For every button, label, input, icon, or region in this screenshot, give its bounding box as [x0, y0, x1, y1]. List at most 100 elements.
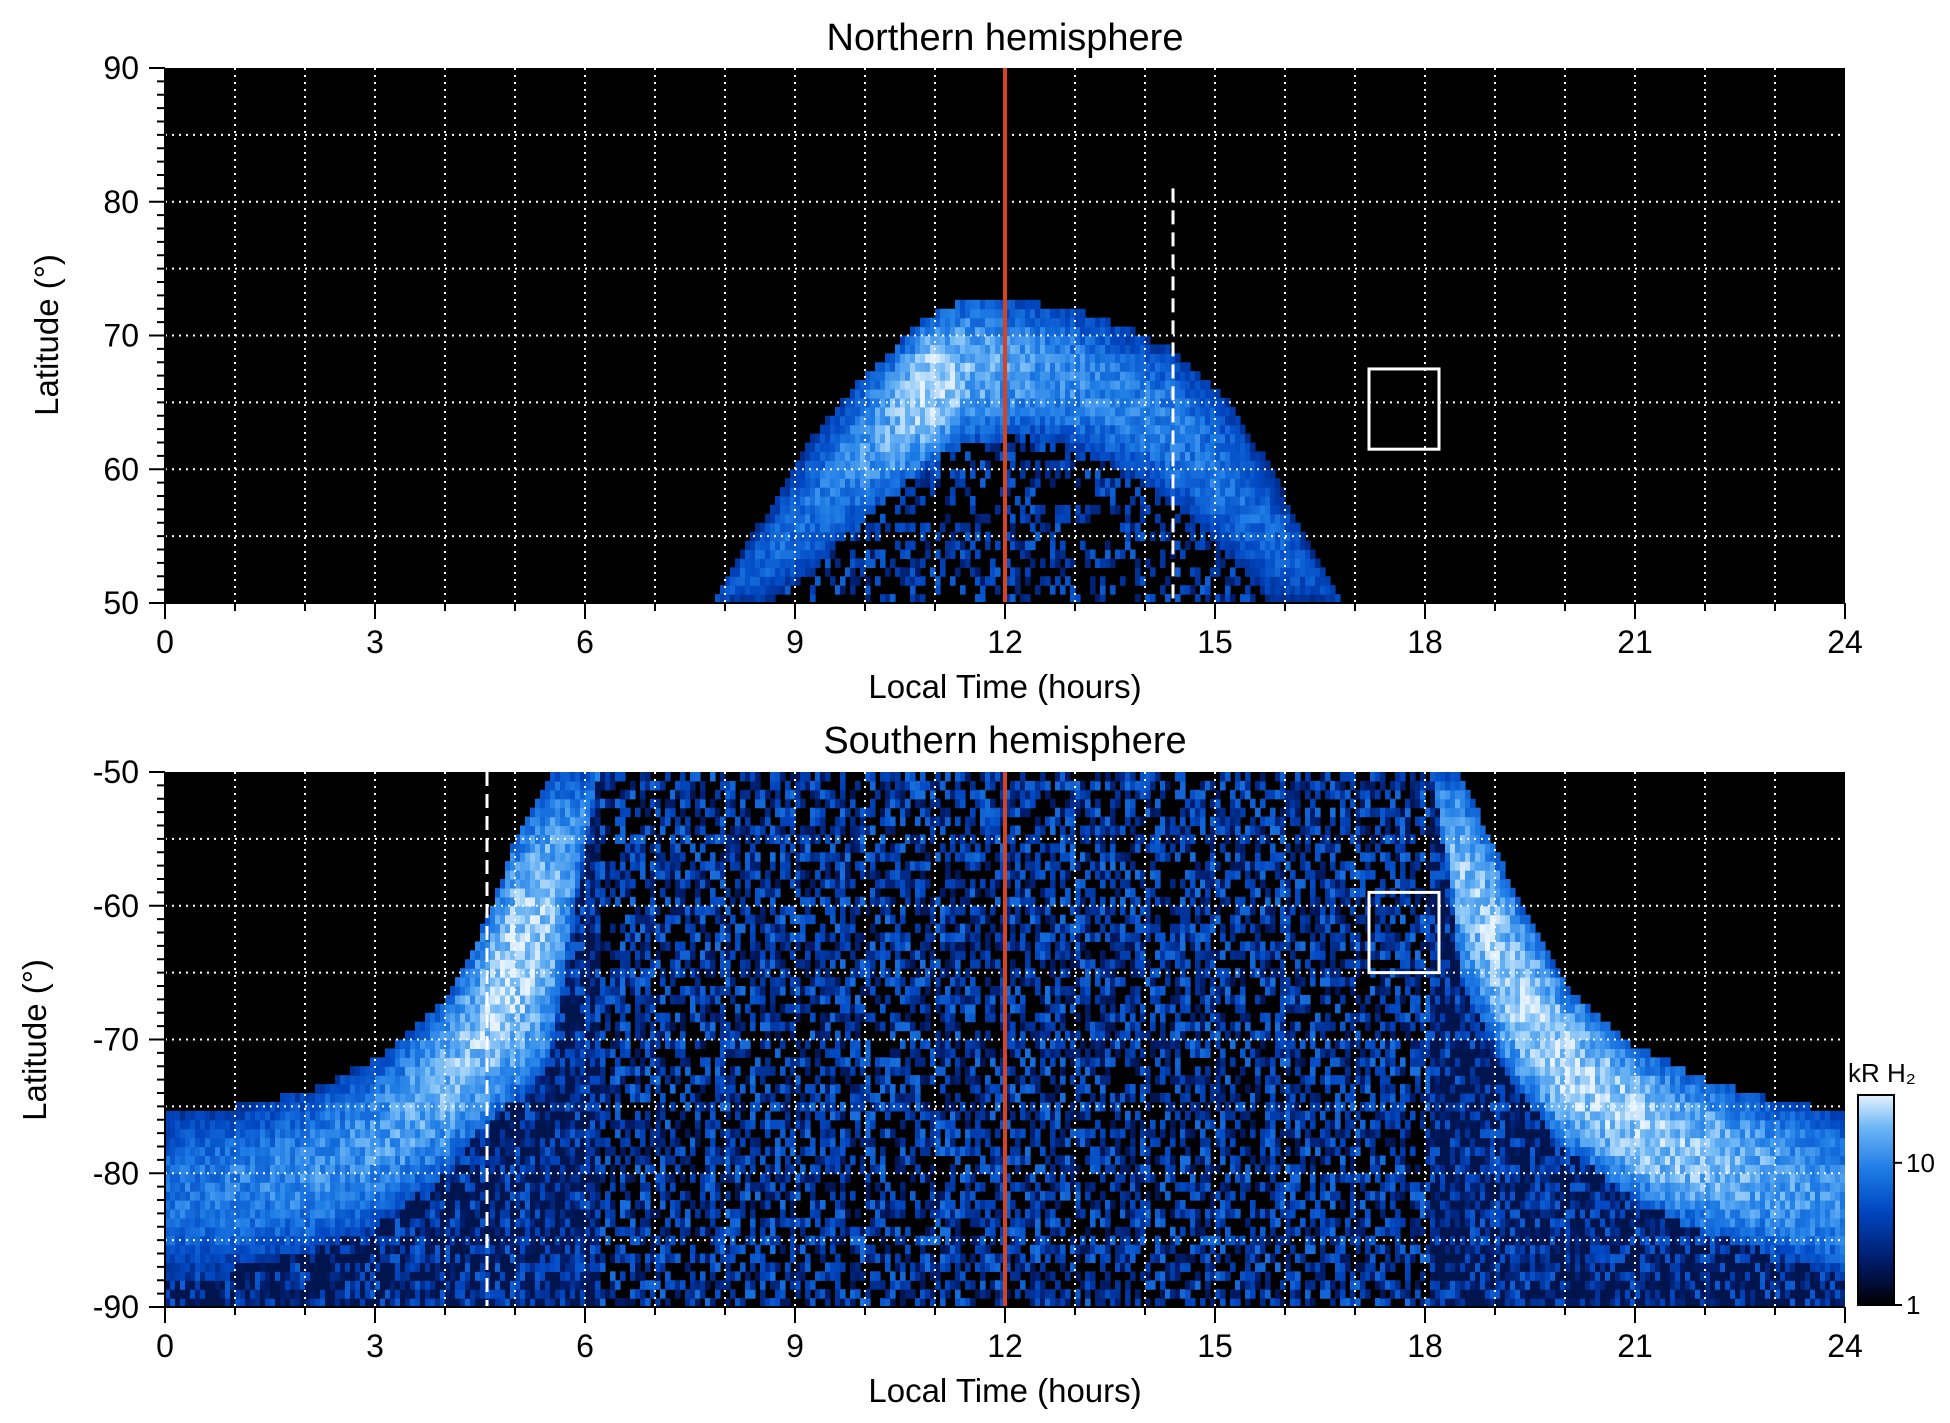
heatmap-cell	[1045, 433, 1051, 444]
heatmap-cell	[210, 1208, 216, 1219]
heatmap-cell	[455, 1101, 461, 1112]
heatmap-cell	[435, 1182, 441, 1192]
heatmap-cell	[1145, 451, 1151, 461]
heatmap-cell	[305, 1119, 311, 1130]
heatmap-cell	[285, 1235, 291, 1246]
heatmap-cell	[1285, 522, 1291, 533]
heatmap-cell	[1135, 344, 1141, 354]
heatmap-cell	[475, 1253, 481, 1264]
heatmap-cell	[535, 905, 541, 916]
heatmap-cell	[220, 1253, 226, 1264]
heatmap-cell	[195, 1298, 201, 1307]
heatmap-cell	[750, 594, 756, 603]
heatmap-cell	[255, 1226, 261, 1237]
heatmap-cell	[565, 1003, 571, 1014]
heatmap-cell	[1145, 415, 1151, 426]
heatmap-cell	[795, 540, 801, 551]
heatmap-cell	[330, 1101, 336, 1112]
heatmap-cell	[570, 1217, 576, 1228]
heatmap-cell	[185, 1253, 191, 1264]
heatmap-cell	[175, 1226, 181, 1237]
heatmap-cell	[1230, 594, 1236, 603]
heatmap-cell	[515, 1173, 521, 1183]
heatmap-cell	[560, 1244, 566, 1255]
heatmap-cell	[1135, 424, 1141, 435]
heatmap-cell	[285, 1128, 291, 1139]
heatmap-cell	[205, 1298, 211, 1307]
heatmap-cell	[1270, 549, 1276, 560]
heatmap-cell	[920, 335, 926, 346]
heatmap-cell	[570, 959, 576, 969]
heatmap-cell	[475, 1191, 481, 1201]
heatmap-cell	[1200, 380, 1206, 390]
heatmap-cell	[1180, 487, 1186, 497]
heatmap-cell	[240, 1262, 246, 1272]
heatmap-cell	[520, 950, 526, 960]
heatmap-cell	[1025, 406, 1031, 417]
heatmap-cell	[540, 816, 546, 827]
heatmap-cell	[1235, 540, 1241, 551]
heatmap-cell	[1185, 362, 1191, 372]
heatmap-cell	[425, 1146, 431, 1157]
heatmap-cell	[780, 567, 786, 577]
heatmap-cell	[475, 1012, 481, 1023]
heatmap-cell	[315, 1280, 321, 1290]
heatmap-cell	[1035, 326, 1041, 337]
x-tick-label: 9	[786, 624, 804, 660]
heatmap-cell	[455, 1003, 461, 1014]
heatmap-cell	[1135, 362, 1141, 372]
heatmap-cell	[960, 478, 966, 488]
heatmap-cell	[510, 1280, 516, 1290]
heatmap-cell	[1130, 451, 1136, 461]
heatmap-cell	[1010, 451, 1016, 461]
heatmap-cell	[845, 460, 851, 470]
heatmap-cell	[560, 1066, 566, 1076]
heatmap-cell	[1060, 567, 1066, 577]
heatmap-cell	[980, 299, 986, 310]
heatmap-cell	[215, 1200, 221, 1210]
heatmap-cell	[465, 1110, 471, 1121]
heatmap-cell	[915, 442, 921, 453]
heatmap-cell	[1225, 433, 1231, 444]
heatmap-cell	[200, 1298, 206, 1307]
heatmap-cell	[405, 1030, 411, 1041]
heatmap-cell	[275, 1155, 281, 1165]
heatmap-cell	[1200, 504, 1206, 515]
heatmap-cell	[910, 362, 916, 372]
heatmap-cell	[1060, 344, 1066, 354]
heatmap-cell	[475, 1066, 481, 1076]
heatmap-cell	[445, 1021, 451, 1032]
heatmap-cell	[560, 1146, 566, 1157]
heatmap-cell	[940, 308, 946, 319]
heatmap-cell	[185, 1128, 191, 1139]
heatmap-cell	[495, 1075, 501, 1085]
heatmap-cell	[370, 1262, 376, 1272]
heatmap-cell	[1205, 522, 1211, 533]
heatmap-cell	[840, 433, 846, 444]
heatmap-cell	[790, 522, 796, 533]
heatmap-cell	[555, 879, 561, 889]
heatmap-cell	[1160, 549, 1166, 560]
heatmap-cell	[525, 852, 531, 862]
heatmap-cell	[545, 1173, 551, 1183]
heatmap-cell	[1120, 415, 1126, 426]
heatmap-cell	[1195, 504, 1201, 515]
heatmap-cell	[360, 1271, 366, 1281]
heatmap-cell	[210, 1173, 216, 1183]
heatmap-cell	[505, 1253, 511, 1264]
heatmap-cell	[480, 968, 486, 978]
heatmap-cell	[435, 1003, 441, 1014]
heatmap-cell	[1035, 389, 1041, 399]
heatmap-cell	[515, 1075, 521, 1085]
heatmap-cell	[1070, 308, 1076, 319]
heatmap-cell	[910, 567, 916, 577]
heatmap-cell	[885, 371, 891, 381]
heatmap-cell	[350, 1226, 356, 1237]
heatmap-cell	[915, 433, 921, 444]
heatmap-cell	[205, 1289, 211, 1299]
heatmap-cell	[265, 1137, 271, 1148]
heatmap-cell	[530, 923, 536, 934]
heatmap-cell	[425, 1217, 431, 1228]
heatmap-cell	[405, 1101, 411, 1112]
heatmap-cell	[425, 1191, 431, 1201]
